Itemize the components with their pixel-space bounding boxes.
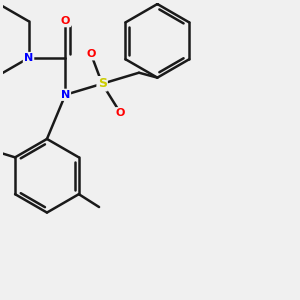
Text: S: S [98, 77, 107, 90]
Text: N: N [61, 90, 70, 100]
Text: N: N [24, 53, 33, 63]
Text: O: O [61, 16, 70, 26]
Text: O: O [86, 49, 96, 59]
Text: O: O [116, 108, 125, 118]
